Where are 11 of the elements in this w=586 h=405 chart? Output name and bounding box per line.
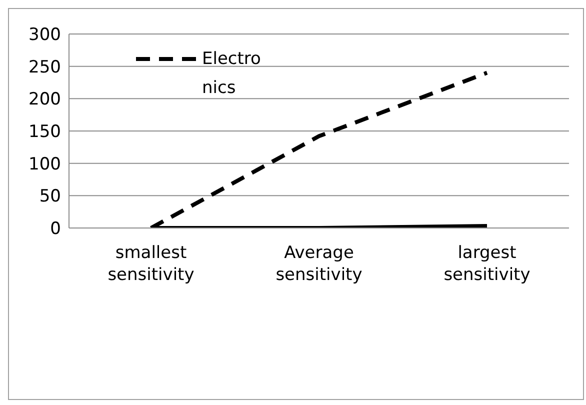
y-tick-label: 50 — [39, 186, 61, 207]
y-tick-label: 200 — [28, 90, 61, 110]
y-tick-label: 300 — [28, 25, 61, 46]
legend-label: Electronics — [201, 48, 262, 100]
y-tick-label: 100 — [28, 154, 61, 174]
y-tick-label: 0 — [50, 219, 61, 240]
y-tick-label: 150 — [28, 122, 61, 142]
y-tick-label: 250 — [28, 57, 61, 78]
x-tick-label: Average sensitivity — [276, 243, 362, 285]
x-tick-label: smallest sensitivity — [108, 243, 194, 285]
x-tick-label: largest sensitivity — [444, 243, 530, 285]
